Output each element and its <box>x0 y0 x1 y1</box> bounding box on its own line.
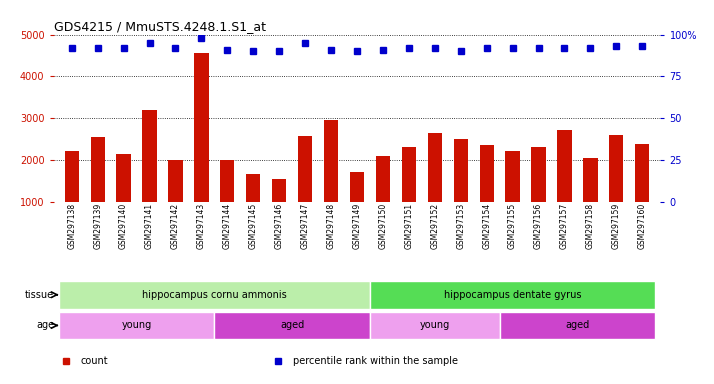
Text: age: age <box>36 320 54 331</box>
Bar <box>453 139 468 202</box>
Text: hippocampus dentate gyrus: hippocampus dentate gyrus <box>444 290 581 300</box>
Bar <box>635 144 650 202</box>
Bar <box>370 312 500 339</box>
Bar <box>169 160 183 202</box>
Bar <box>531 147 545 202</box>
Text: aged: aged <box>280 320 304 331</box>
Bar <box>59 281 370 309</box>
Bar <box>402 147 416 202</box>
Text: GDS4215 / MmuSTS.4248.1.S1_at: GDS4215 / MmuSTS.4248.1.S1_at <box>54 20 266 33</box>
Text: percentile rank within the sample: percentile rank within the sample <box>293 356 458 366</box>
Bar <box>428 133 442 202</box>
Bar <box>558 130 572 202</box>
Bar <box>370 281 655 309</box>
Bar <box>350 172 364 202</box>
Bar <box>376 156 390 202</box>
Bar <box>91 137 105 202</box>
Text: tissue: tissue <box>25 290 54 300</box>
Bar <box>142 110 156 202</box>
Bar <box>583 158 598 202</box>
Bar <box>480 145 494 202</box>
Text: young: young <box>420 320 450 331</box>
Bar <box>272 179 286 202</box>
Text: count: count <box>81 356 109 366</box>
Bar <box>246 174 261 202</box>
Bar <box>298 136 312 202</box>
Bar <box>116 154 131 202</box>
Bar <box>64 152 79 202</box>
Text: aged: aged <box>565 320 590 331</box>
Text: young: young <box>121 320 151 331</box>
Bar <box>609 135 623 202</box>
Bar <box>194 53 208 202</box>
Bar <box>59 312 214 339</box>
Bar <box>220 160 234 202</box>
Bar <box>506 152 520 202</box>
Text: hippocampus cornu ammonis: hippocampus cornu ammonis <box>142 290 287 300</box>
Bar <box>214 312 370 339</box>
Bar <box>324 120 338 202</box>
Bar <box>500 312 655 339</box>
